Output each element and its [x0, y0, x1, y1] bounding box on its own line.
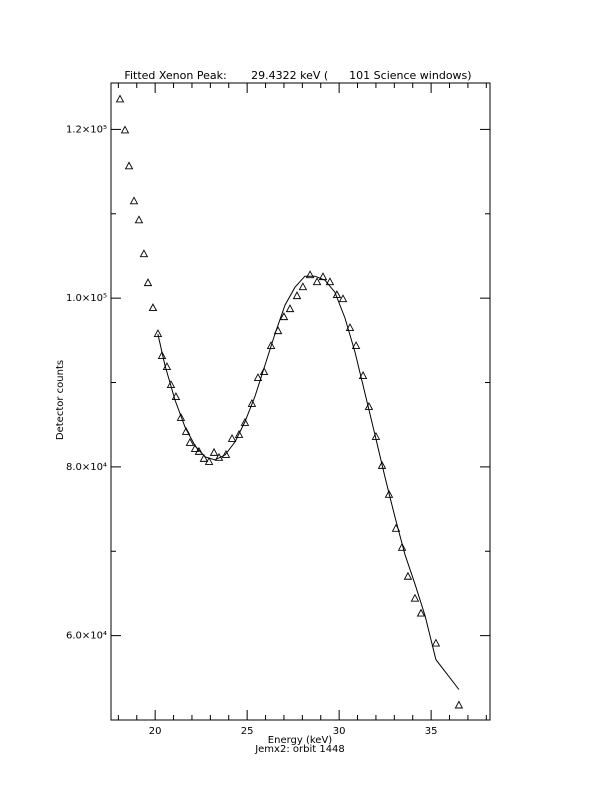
data-point	[403, 571, 413, 580]
data-point	[351, 341, 361, 350]
data-point	[139, 249, 149, 258]
data-point	[312, 277, 322, 286]
data-point	[129, 196, 139, 205]
data-point	[240, 417, 250, 426]
data-point	[391, 523, 401, 532]
x-tick-label: 20	[149, 726, 162, 737]
data-point	[364, 402, 374, 410]
data-point	[199, 453, 209, 462]
data-point	[124, 161, 134, 170]
data-point	[209, 447, 219, 456]
plot-frame	[110, 82, 491, 721]
y-axis-label: Detector counts	[55, 360, 66, 440]
data-point	[259, 367, 269, 376]
data-point	[325, 277, 335, 286]
data-point	[157, 351, 167, 359]
data-point	[185, 437, 195, 446]
data-point	[153, 329, 163, 338]
data-point	[227, 434, 237, 442]
data-point	[292, 291, 302, 300]
data-point	[166, 380, 176, 388]
data-point	[454, 700, 464, 709]
data-point	[143, 278, 153, 287]
data-point	[358, 371, 368, 379]
data-point	[416, 608, 426, 617]
data-point	[234, 429, 244, 438]
data-point	[384, 489, 394, 498]
data-point	[332, 290, 342, 299]
data-point	[204, 456, 214, 465]
data-point	[266, 341, 276, 350]
data-point	[190, 443, 200, 452]
data-point	[397, 542, 407, 551]
data-point	[338, 294, 348, 303]
data-point	[171, 392, 181, 400]
data-point	[377, 460, 387, 469]
data-point	[253, 373, 263, 381]
y-tick-label: 1.0×10⁵	[66, 293, 107, 304]
data-point	[371, 431, 381, 440]
subtitle: Jemx2: orbit 1448	[254, 744, 345, 755]
data-point	[176, 413, 186, 421]
y-tick-label: 1.2×10⁵	[66, 124, 107, 135]
data-point	[410, 593, 420, 602]
data-point	[221, 449, 231, 458]
data-point	[134, 215, 144, 224]
data-point	[279, 312, 289, 321]
data-point	[285, 304, 295, 313]
data-point	[431, 638, 441, 647]
data-point	[273, 326, 283, 335]
data-point	[345, 323, 355, 332]
data-point	[318, 272, 328, 281]
data-point	[247, 398, 257, 407]
data-point	[162, 362, 172, 371]
x-tick-label: 25	[241, 726, 254, 737]
x-tick-label: 35	[425, 726, 438, 737]
data-point	[115, 94, 125, 103]
data-point	[305, 270, 315, 279]
data-point	[181, 427, 191, 435]
data-point	[298, 282, 308, 291]
x-tick-label: 30	[333, 726, 346, 737]
x-axis-label: Energy (keV)	[268, 735, 333, 746]
data-point	[120, 125, 130, 134]
y-tick-label: 6.0×10⁴	[66, 631, 107, 642]
data-point	[214, 452, 224, 461]
chart-title: Fitted Xenon Peak: 29.4322 keV ( 101 Sci…	[124, 69, 471, 82]
data-point	[194, 446, 204, 455]
y-tick-label: 8.0×10⁴	[66, 462, 107, 473]
data-point	[148, 303, 158, 312]
